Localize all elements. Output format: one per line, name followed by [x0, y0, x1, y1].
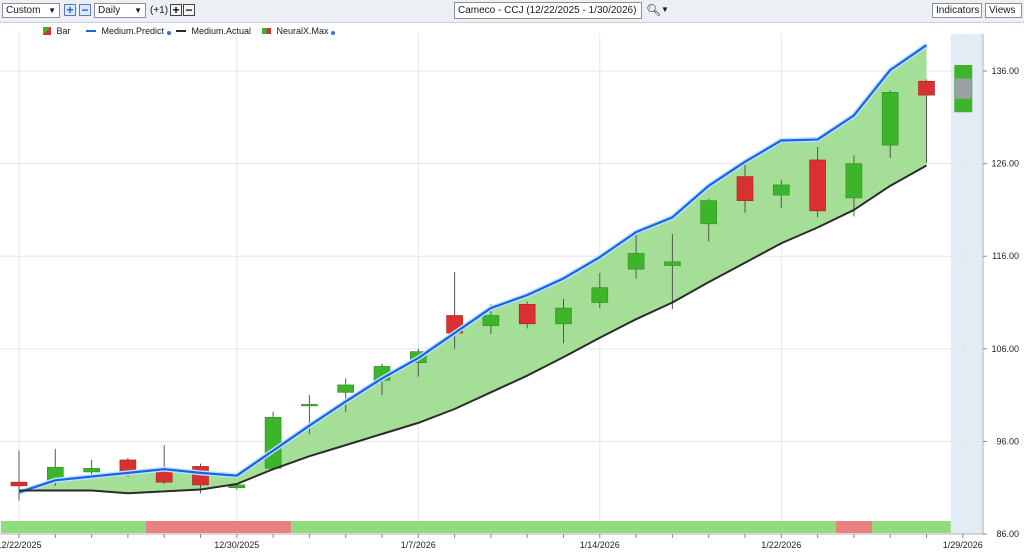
legend-actual-label: Medium.Actual [191, 26, 252, 36]
candle-body-up [555, 307, 572, 325]
bar-swatch-icon [43, 27, 51, 35]
candle [736, 159, 754, 213]
candle-body-up [700, 200, 718, 225]
candle [10, 450, 28, 501]
legend-neuralx[interactable]: NeuralX.Max [262, 26, 336, 36]
candle [627, 233, 645, 279]
signal-band-green [291, 521, 836, 533]
y-tick-label: 96.00 [996, 436, 1019, 446]
candle-body-up [83, 467, 100, 473]
actual-swatch-icon [176, 30, 186, 32]
zoom-out-button[interactable]: − [79, 4, 91, 16]
actual-line [19, 164, 927, 495]
legend-predict-label: Medium.Predict [101, 26, 165, 36]
candle [664, 234, 681, 309]
zoom-in-button[interactable]: + [64, 4, 76, 16]
candle [700, 198, 718, 242]
candle-body-down [10, 481, 28, 487]
signal-band-red [146, 521, 292, 533]
neuralx-forecast-up [954, 65, 972, 79]
predict-line-glow [18, 43, 928, 495]
candle-body-up [845, 163, 863, 199]
candle [155, 445, 173, 484]
layout-select-value: Custom [6, 5, 41, 16]
signal-band-red [835, 521, 873, 533]
candle-body-down [736, 176, 754, 201]
candle-body-down [809, 159, 826, 212]
y-tick-label: 116.00 [992, 251, 1019, 261]
candle-body-up [264, 417, 282, 469]
candle-body-up [482, 315, 500, 326]
neuralx-swatch-icon [262, 28, 271, 34]
candle [809, 146, 826, 218]
candle [845, 155, 863, 217]
chevron-down-icon: ▼ [48, 6, 56, 15]
candle-body-down [918, 80, 935, 96]
x-tick-label: 12/30/2025 [214, 540, 259, 550]
x-tick-label: 1/29/2026 [943, 540, 983, 550]
period-select-value: Daily [98, 5, 121, 16]
candle [555, 298, 572, 344]
x-tick-label: 1/7/2026 [401, 540, 436, 550]
views-button[interactable]: Views [985, 3, 1022, 18]
candle [264, 411, 282, 470]
offset-decrease-button[interactable]: − [183, 4, 195, 16]
candle [918, 79, 935, 163]
signal-band-green [0, 521, 147, 533]
x-tick-label: 1/14/2026 [580, 540, 620, 550]
y-tick-label: 136.00 [991, 66, 1019, 76]
candle-body-up [301, 404, 318, 407]
info-dot-icon [331, 31, 336, 35]
candle [591, 272, 609, 309]
forecast-background [950, 34, 983, 534]
period-select[interactable]: Daily ▼ [94, 3, 146, 18]
candle [881, 90, 899, 159]
candle [337, 378, 355, 412]
offset-increase-button[interactable]: + [170, 4, 182, 16]
layout-select[interactable]: Custom ▼ [2, 3, 60, 18]
toolbar: Custom ▼ + − Daily ▼ (+1) + − Cameco - C… [0, 0, 1024, 23]
y-tick-label: 86.00 [996, 529, 1019, 539]
indicators-label: Indicators [936, 5, 980, 16]
predict-actual-fill [19, 45, 927, 494]
candle [83, 459, 100, 477]
candle-body-up [627, 253, 645, 270]
x-tick-label: 1/22/2026 [761, 540, 801, 550]
candle-body-up [591, 287, 609, 303]
legend-neuralx-label: NeuralX.Max [276, 26, 329, 36]
chevron-down-icon: ▼ [134, 6, 142, 15]
candle-body-down [518, 304, 536, 325]
legend-bar[interactable]: Bar [43, 26, 71, 36]
y-tick-label: 106.00 [991, 344, 1019, 354]
candle-body-up [772, 184, 790, 196]
indicators-button[interactable]: Indicators [932, 3, 982, 18]
y-tick-label: 126.00 [991, 159, 1019, 169]
x-tick-label: 12/22/2025 [0, 540, 42, 550]
signal-band-green [872, 521, 951, 533]
symbol-title-field[interactable]: Cameco - CCJ (12/22/2025 - 1/30/2026) [454, 2, 642, 19]
offset-label: (+1) [150, 5, 169, 16]
predict-swatch-icon [86, 30, 96, 32]
candle [518, 301, 536, 329]
legend-bar-label: Bar [56, 26, 71, 36]
predict-line [18, 44, 928, 494]
neuralx-forecast-down [954, 98, 972, 112]
candle [772, 180, 790, 209]
search-icon[interactable]: 🔍︎ [646, 3, 662, 17]
views-label: Views [989, 5, 1016, 16]
legend-actual[interactable]: Medium.Actual [176, 26, 251, 36]
candle-body-up [881, 92, 899, 146]
legend-predict[interactable]: Medium.Predict [86, 26, 171, 36]
candle-body-up [664, 261, 681, 266]
chevron-down-icon[interactable]: ▼ [661, 5, 669, 14]
symbol-title: Cameco - CCJ (12/22/2025 - 1/30/2026) [458, 5, 637, 16]
info-dot-icon [166, 31, 171, 35]
candle-body-up [337, 384, 355, 393]
